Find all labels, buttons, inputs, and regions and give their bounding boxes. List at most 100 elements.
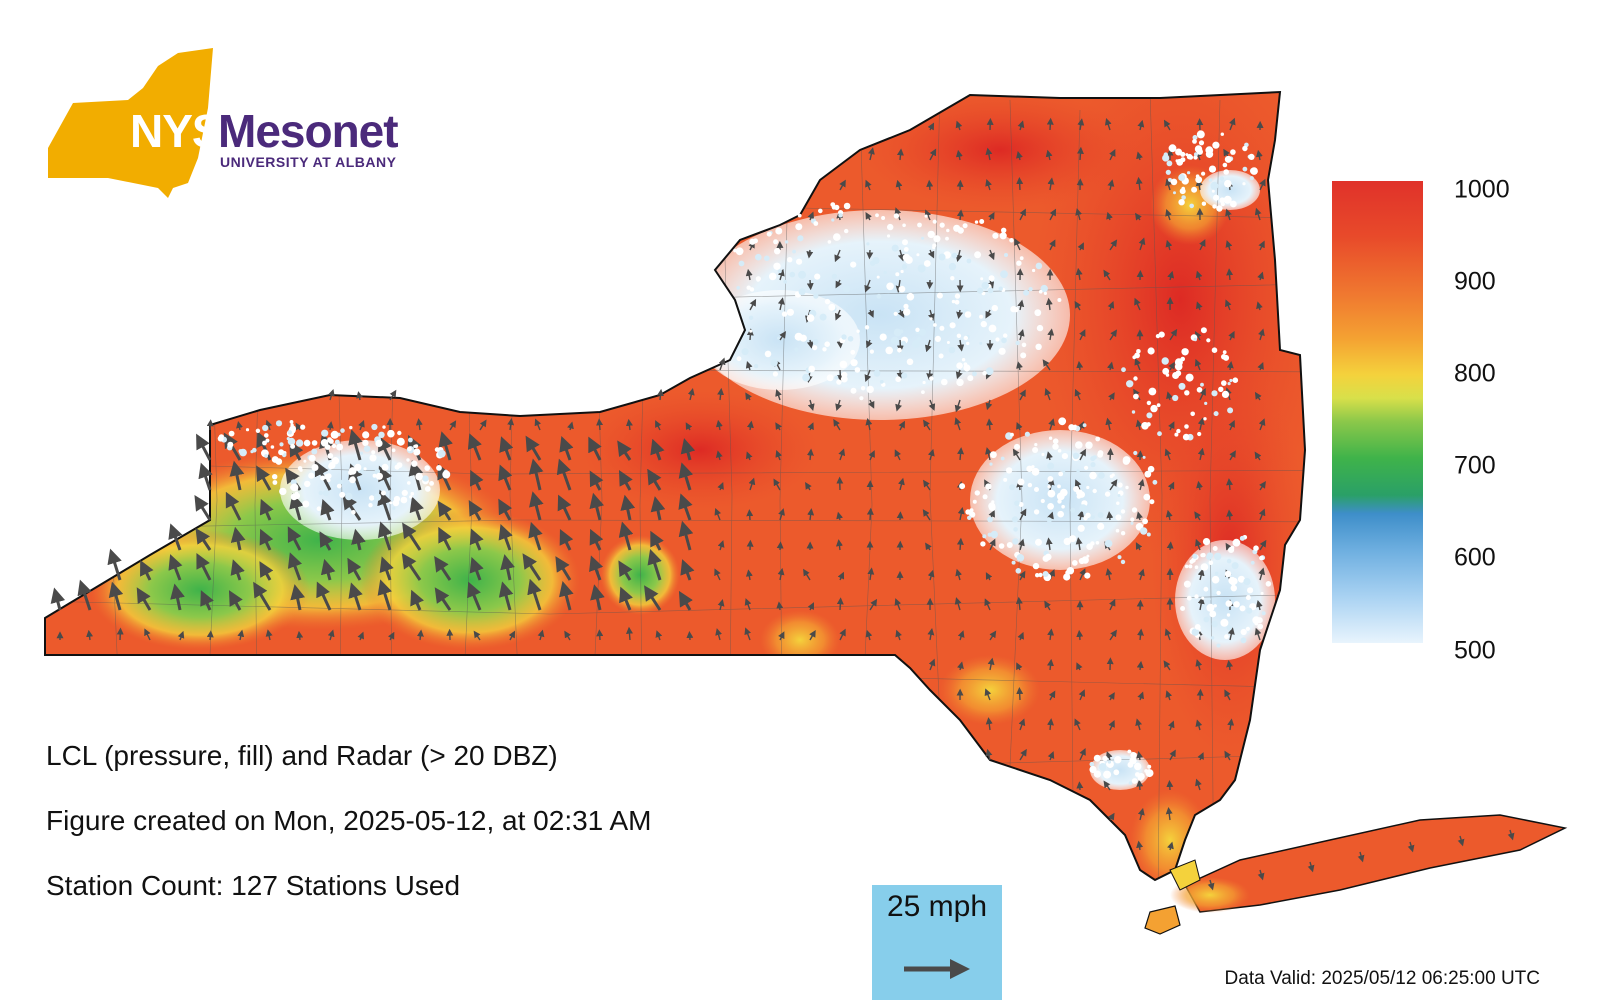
wind-arrow — [1047, 658, 1054, 671]
wind-arrow — [678, 493, 693, 521]
radar-echo — [1127, 749, 1132, 754]
wind-arrow — [1136, 751, 1144, 761]
radar-echo — [998, 347, 1006, 355]
radar-echo — [434, 447, 440, 452]
wind-arrow — [927, 448, 935, 461]
wind-arrow — [987, 279, 995, 289]
radar-echo — [923, 260, 931, 267]
radar-echo — [1212, 204, 1217, 209]
radar-echo — [980, 320, 987, 328]
radar-echo — [1201, 596, 1205, 600]
radar-echo — [988, 275, 995, 282]
radar-echo — [1200, 382, 1204, 387]
wind-arrow — [358, 419, 365, 431]
radar-echo — [1046, 576, 1050, 580]
arrow-right-icon — [904, 959, 970, 979]
radar-echo — [783, 279, 788, 284]
radar-echo — [927, 230, 935, 239]
radar-echo — [1194, 594, 1199, 599]
radar-echo — [946, 228, 950, 233]
radar-echo — [1052, 443, 1059, 450]
wind-arrow — [168, 554, 183, 581]
radar-echo — [1181, 348, 1189, 356]
wind-arrow — [746, 509, 754, 521]
wind-arrow — [468, 499, 483, 521]
radar-echo — [1084, 465, 1089, 470]
radar-echo — [1102, 755, 1108, 762]
radar-echo — [1240, 628, 1247, 636]
radar-echo — [919, 328, 926, 336]
radar-echo — [1253, 545, 1259, 551]
radar-echo — [967, 515, 972, 520]
radar-echo — [917, 264, 926, 273]
radar-echo — [1147, 347, 1155, 355]
radar-echo — [264, 454, 268, 458]
radar-echo — [812, 345, 818, 351]
radar-echo — [1047, 489, 1056, 498]
radar-echo — [773, 262, 781, 270]
wind-arrow — [596, 418, 604, 431]
radar-echo — [959, 483, 966, 490]
radar-echo — [917, 222, 922, 228]
wind-arrow — [803, 568, 811, 581]
radar-echo — [1035, 573, 1040, 578]
radar-echo — [1219, 176, 1225, 181]
wind-arrow — [1106, 447, 1114, 461]
radar-echo — [1184, 390, 1190, 396]
radar-echo — [328, 463, 334, 470]
wind-arrow — [1165, 208, 1172, 221]
wind-arrow — [1138, 568, 1145, 581]
radar-echo — [1125, 485, 1129, 490]
radar-echo — [245, 428, 250, 432]
radar-echo — [1191, 186, 1198, 193]
wind-arrow — [287, 552, 303, 581]
wind-arrow — [290, 584, 305, 611]
radar-echo — [336, 483, 342, 489]
wind-arrow — [1168, 421, 1175, 431]
wind-arrow — [1107, 812, 1115, 821]
wind-arrow — [1108, 692, 1115, 701]
radar-echo — [1063, 573, 1071, 581]
wind-arrow — [680, 438, 696, 461]
radar-echo — [735, 247, 744, 256]
wind-arrow — [377, 579, 392, 611]
nys-mesonet-logo: NYS Mesonet UNIVERSITY AT ALBANY — [48, 48, 408, 208]
wind-arrow — [1109, 149, 1116, 161]
radar-echo — [369, 495, 375, 501]
radar-echo — [980, 541, 986, 547]
wind-arrow — [588, 436, 602, 461]
radar-echo — [893, 328, 902, 337]
wind-arrow — [746, 420, 754, 431]
radar-echo — [409, 495, 413, 499]
radar-echo — [1202, 538, 1211, 546]
wind-arrow — [206, 419, 214, 431]
radar-echo — [311, 464, 319, 471]
radar-echo — [1220, 618, 1229, 627]
wind-arrow — [498, 523, 513, 551]
wind-arrow — [745, 268, 753, 281]
radar-echo — [844, 228, 849, 234]
radar-echo — [1188, 564, 1193, 569]
radar-echo — [1172, 372, 1180, 379]
radar-echo — [265, 438, 270, 443]
wind-arrow — [744, 627, 752, 641]
radar-echo — [881, 216, 886, 220]
radar-echo — [774, 248, 781, 255]
radar-echo — [1019, 256, 1024, 261]
radar-echo — [991, 304, 998, 312]
radar-echo — [1150, 404, 1158, 413]
radar-echo — [1211, 575, 1220, 584]
wind-arrow — [647, 468, 662, 491]
wind-arrow — [777, 297, 785, 311]
radar-echo — [969, 508, 974, 513]
wind-arrow — [326, 421, 334, 431]
radar-echo — [1168, 144, 1177, 153]
radar-echo — [1249, 176, 1254, 181]
wind-arrow — [1076, 360, 1084, 371]
radar-echo — [1239, 535, 1245, 541]
radar-echo — [860, 386, 866, 391]
radar-echo — [1200, 327, 1207, 334]
wind-arrow — [230, 559, 245, 581]
radar-echo — [326, 473, 332, 479]
wind-arrow — [1016, 177, 1024, 191]
